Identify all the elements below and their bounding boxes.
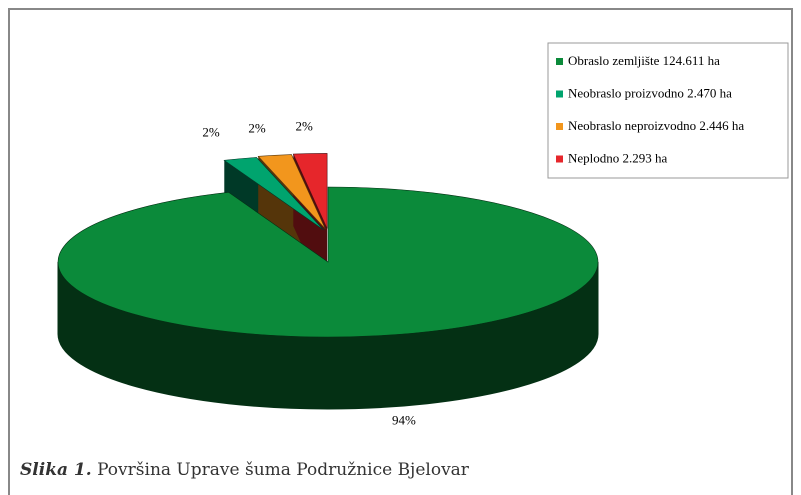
legend-label: Neobraslo proizvodno 2.470 ha [568, 85, 732, 100]
data-label: 2% [248, 121, 266, 136]
legend-swatch [556, 123, 563, 130]
slice [257, 154, 326, 230]
legend-label: Obraslo zemljište 124.611 ha [568, 53, 720, 68]
legend-swatch [556, 155, 563, 163]
data-label: 2% [296, 118, 314, 133]
data-label: 94% [392, 413, 416, 428]
legend-label: Neobraslo neproizvodno 2.446 ha [568, 118, 744, 133]
slice [223, 157, 324, 231]
legend-box [547, 42, 789, 179]
legend-swatch [556, 58, 563, 65]
slice [292, 153, 328, 229]
legend-label: Neplodno 2.293 ha [568, 150, 668, 165]
slice [57, 186, 599, 338]
caption-text: Površina Uprave šuma Podružnice Bjelovar [97, 460, 470, 480]
caption: Slika 1. Površina Uprave šuma Podružnice… [20, 460, 470, 480]
caption-label: Slika 1. [20, 460, 92, 480]
legend-swatch [556, 90, 563, 98]
frame [8, 8, 793, 495]
data-label: 2% [202, 125, 220, 140]
